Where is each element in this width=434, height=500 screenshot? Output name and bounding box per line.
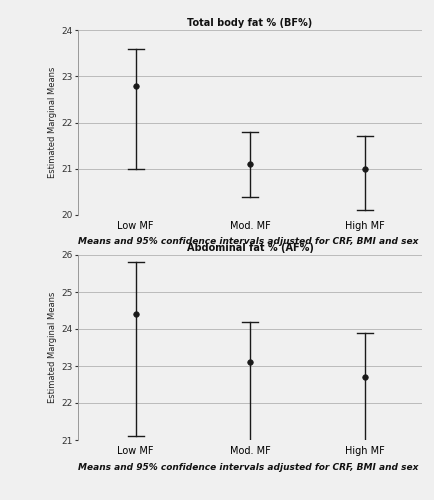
- Y-axis label: Estimated Marginal Means: Estimated Marginal Means: [48, 67, 57, 178]
- Text: Means and 95% confidence intervals adjusted for CRF, BMI and sex: Means and 95% confidence intervals adjus…: [78, 238, 417, 246]
- Title: Abdominal fat % (AF%): Abdominal fat % (AF%): [186, 243, 313, 253]
- Text: Means and 95% confidence intervals adjusted for CRF, BMI and sex: Means and 95% confidence intervals adjus…: [78, 462, 417, 471]
- Title: Total body fat % (BF%): Total body fat % (BF%): [187, 18, 312, 28]
- Y-axis label: Estimated Marginal Means: Estimated Marginal Means: [48, 292, 57, 403]
